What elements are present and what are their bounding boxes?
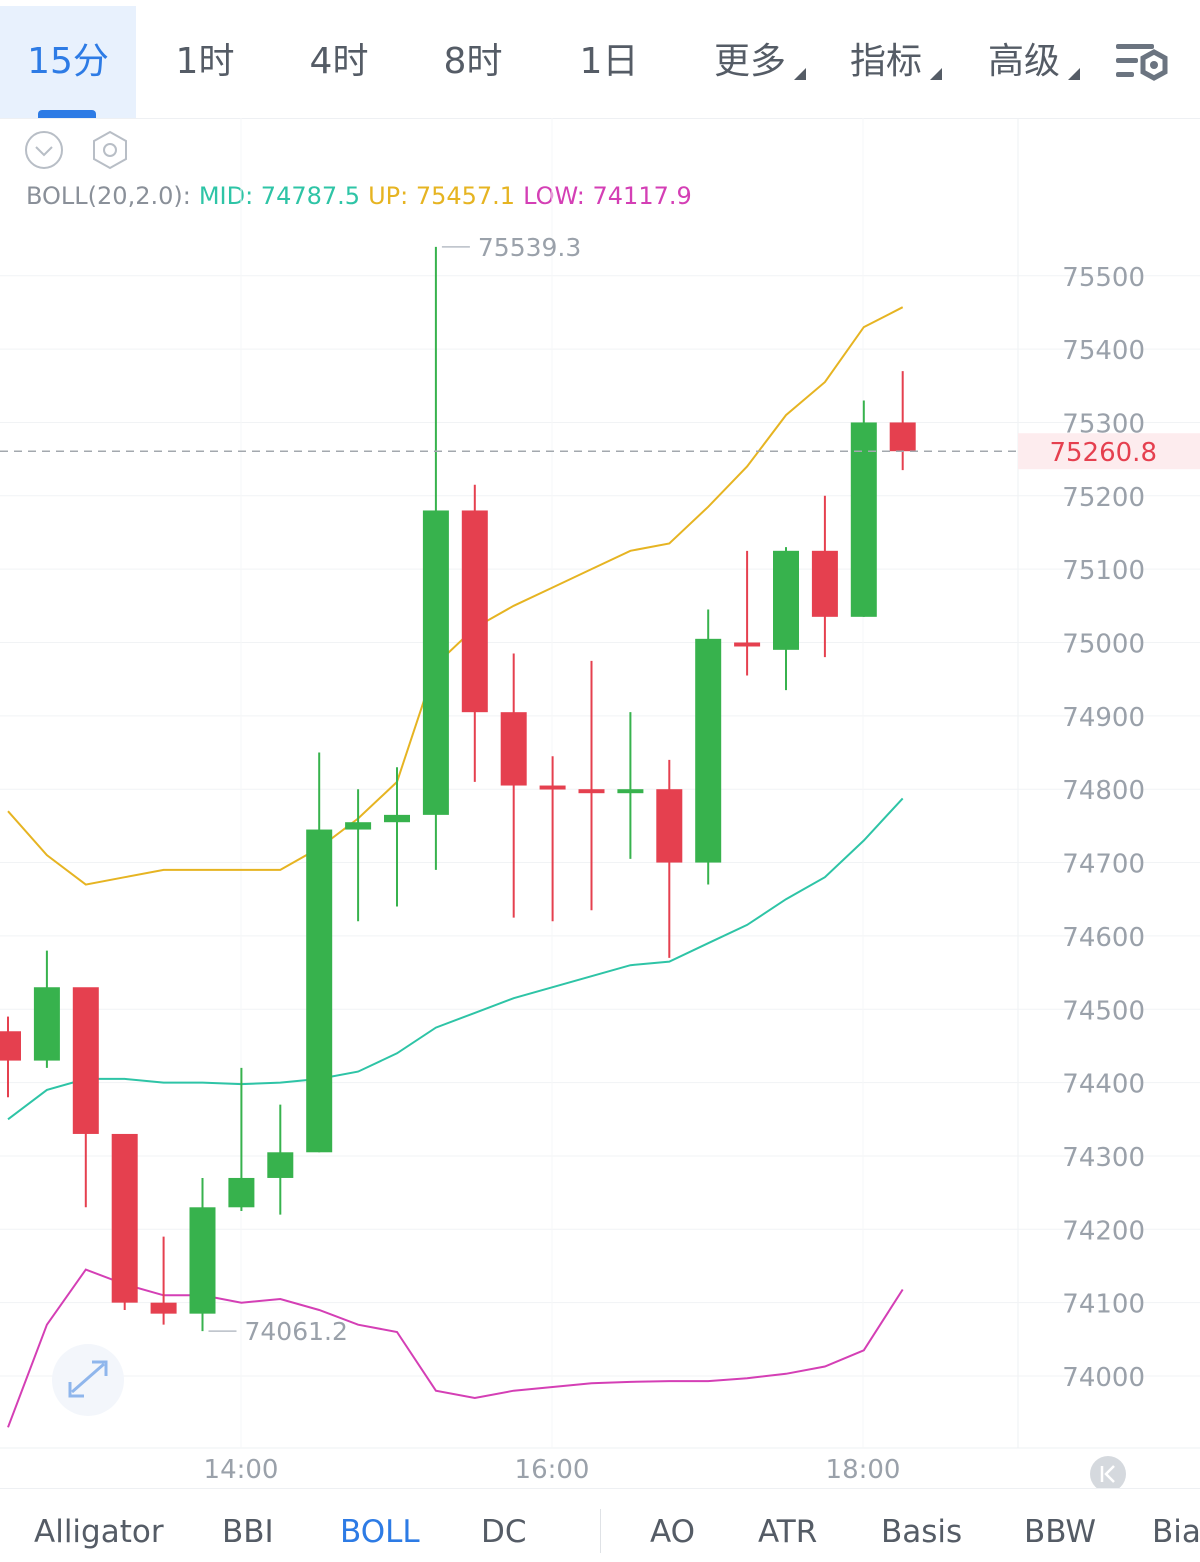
boll-low-value: LOW: 74117.9	[523, 182, 692, 210]
boll-legend-name: BOLL(20,2.0):	[26, 182, 191, 210]
indicator-basis[interactable]: Basis	[881, 1514, 963, 1550]
expand-icon	[68, 1360, 108, 1398]
boll-mid-value: MID: 74787.5	[198, 182, 361, 210]
candle-down	[889, 422, 916, 452]
more-menu[interactable]: 更多	[710, 6, 806, 118]
boll-lower-line	[7, 1268, 904, 1428]
indicator-dc[interactable]: DC	[481, 1514, 527, 1550]
candle-up	[33, 987, 60, 1061]
y-tick-label: 74300	[1062, 1143, 1145, 1173]
candle-up	[617, 789, 644, 794]
y-tick-label: 74800	[1062, 776, 1145, 806]
timeframe-bar: 15分 1时 4时 8时 1日 更多 指标 高级	[0, 0, 1200, 119]
y-tick-label: 74900	[1062, 703, 1145, 733]
min-price-label: 74061.2	[245, 1317, 348, 1346]
fullscreen-button[interactable]	[52, 1344, 124, 1416]
y-tick-label: 75500	[1062, 263, 1145, 293]
candle-down	[461, 510, 488, 713]
candle-down	[811, 550, 838, 617]
candle-down	[734, 642, 761, 647]
more-menu-label: 更多	[713, 41, 786, 82]
indicator-bar: Alligator BBI BOLL DC AO ATR Basis BBW B…	[0, 1488, 1200, 1562]
dropdown-corner-icon	[794, 68, 806, 80]
candle-down	[150, 1302, 177, 1314]
tab-8h[interactable]: 8时	[443, 41, 503, 82]
candle-down	[500, 712, 527, 786]
candle-up	[189, 1207, 216, 1314]
indicator-alligator[interactable]: Alligator	[34, 1514, 164, 1550]
boll-mid-line	[7, 797, 904, 1121]
candle-up	[384, 814, 410, 823]
boll-legend: BOLL(20,2.0): MID: 74787.5 UP: 75457.1 LOW:…	[26, 182, 700, 210]
boll-upper-line	[7, 306, 904, 886]
y-tick-label: 74700	[1062, 850, 1145, 880]
dropdown-corner-icon	[930, 68, 942, 80]
candle-up	[345, 822, 372, 830]
y-tick-label: 74200	[1062, 1216, 1145, 1246]
y-tick-label: 74100	[1062, 1290, 1145, 1320]
indicator-ao[interactable]: AO	[650, 1514, 696, 1550]
scroll-latest-icon	[1100, 1465, 1115, 1483]
y-tick-label: 75100	[1062, 556, 1145, 586]
indicator-separator	[600, 1509, 601, 1553]
candle-up	[850, 422, 877, 617]
indicator-menu[interactable]: 指标	[846, 6, 942, 118]
tab-4h[interactable]: 4时	[309, 41, 369, 82]
tab-15m[interactable]: 15分	[0, 6, 136, 118]
candle-up	[422, 510, 449, 815]
max-price-label: 75539.3	[478, 233, 581, 262]
y-tick-label: 75000	[1062, 630, 1145, 660]
candlestick-chart[interactable]: 74000 74100 74200 74300 74400 74500 74600 74700…	[0, 118, 1200, 1488]
indicator-bias[interactable]: Bias	[1152, 1514, 1200, 1550]
current-price-label: 75260.8	[1049, 438, 1157, 468]
indicator-menu-label: 指标	[849, 41, 922, 82]
tab-1h[interactable]: 1时	[175, 41, 235, 82]
indicator-atr[interactable]: ATR	[758, 1514, 818, 1550]
candle-up	[228, 1177, 255, 1208]
y-tick-label: 74400	[1062, 1070, 1145, 1100]
candle-down	[72, 987, 99, 1134]
chart-settings-icon[interactable]	[1114, 40, 1172, 88]
collapse-legend-icon[interactable]	[24, 130, 64, 170]
current-price-tag	[1018, 433, 1200, 470]
x-tick-label: 18:00	[826, 1455, 901, 1485]
candle-down	[0, 1031, 21, 1061]
boll-up-value: UP: 75457.1	[368, 182, 516, 210]
candle-up	[306, 829, 333, 1153]
candle-down	[578, 789, 605, 794]
indicator-bbw[interactable]: BBW	[1024, 1514, 1097, 1550]
x-tick-label: 16:00	[515, 1455, 590, 1485]
candle-up	[267, 1152, 294, 1178]
candle-down	[539, 785, 566, 790]
advanced-menu-label: 高级	[987, 41, 1060, 82]
candle-up	[773, 550, 799, 650]
y-tick-label: 74000	[1062, 1363, 1145, 1393]
x-tick-label: 14:00	[204, 1455, 279, 1485]
indicator-bbi[interactable]: BBI	[222, 1514, 274, 1550]
y-tick-label: 75200	[1062, 483, 1145, 513]
tab-1d[interactable]: 1日	[579, 41, 639, 82]
candle-down	[111, 1133, 138, 1303]
advanced-menu[interactable]: 高级	[984, 6, 1080, 118]
dropdown-corner-icon	[1068, 68, 1080, 80]
y-tick-label: 75400	[1062, 336, 1145, 366]
indicator-settings-icon[interactable]	[90, 130, 130, 170]
y-tick-label: 74500	[1062, 996, 1145, 1026]
candle-down	[656, 789, 683, 863]
y-tick-label: 74600	[1062, 923, 1145, 953]
indicator-boll[interactable]: BOLL	[340, 1514, 420, 1550]
candle-up	[695, 638, 722, 863]
